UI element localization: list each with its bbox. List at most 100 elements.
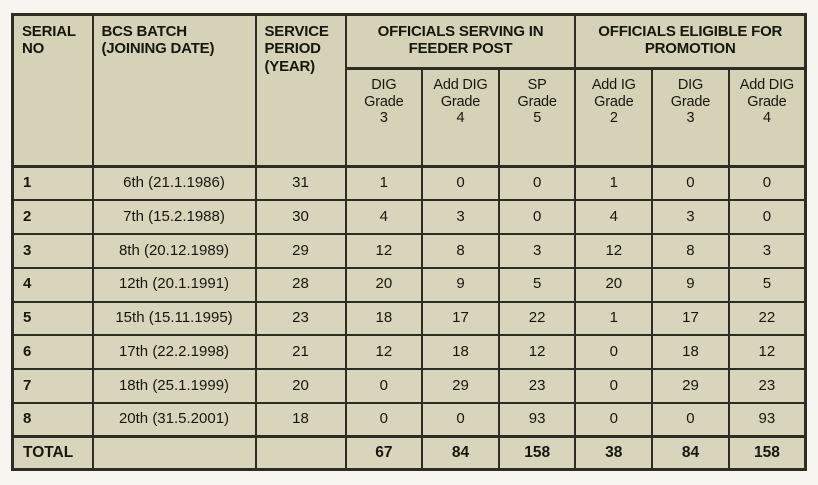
value-cell: 0: [344, 401, 424, 438]
serial-cell: 3: [11, 233, 94, 269]
header-group-promotion: OFFICIALS ELIGIBLE FOR PROMOTION: [574, 13, 807, 70]
value-cell: 23: [497, 368, 577, 404]
header-service-period: SERVICE PERIOD (YEAR): [254, 13, 347, 168]
value-cell: 5: [497, 266, 577, 303]
value-cell: 38: [574, 435, 654, 471]
value-cell: 3: [727, 233, 807, 269]
table-row: 1 6th (21.1.1986) 31 1 0 0 1 0 0: [11, 165, 807, 202]
batch-cell: 18th (25.1.1999): [91, 368, 257, 404]
header-row-groups: SERIAL NO BCS BATCH (JOINING DATE) SERVI…: [11, 13, 807, 168]
service-cell: 28: [254, 266, 347, 303]
value-cell: 0: [574, 334, 654, 370]
header-promotion-adddig-grade4: Add DIG Grade 4: [727, 67, 807, 168]
serial-cell: 6: [11, 334, 94, 370]
value-cell: 0: [574, 368, 654, 404]
value-cell: 29: [651, 368, 730, 404]
value-cell: 1: [344, 165, 424, 202]
promotion-table: SERIAL NO BCS BATCH (JOINING DATE) SERVI…: [11, 13, 807, 471]
value-cell: 12: [574, 233, 654, 269]
value-cell: 0: [344, 368, 424, 404]
value-cell: 12: [344, 334, 424, 370]
value-cell: 17: [421, 300, 500, 337]
serial-cell: 1: [11, 165, 94, 202]
value-cell: 84: [421, 435, 500, 471]
value-cell: 8: [651, 233, 730, 269]
value-cell: 93: [497, 401, 577, 438]
value-cell: 4: [574, 199, 654, 235]
header-feeder-adddig-grade4: Add DIG Grade 4: [421, 67, 500, 168]
table-row: 7 18th (25.1.1999) 20 0 29 23 0 29 23: [11, 368, 807, 404]
table-body: 1 6th (21.1.1986) 31 1 0 0 1 0 0 2 7th (15.2.1988)…: [11, 165, 807, 438]
value-cell: 4: [344, 199, 424, 235]
value-cell: 18: [344, 300, 424, 337]
value-cell: 67: [344, 435, 424, 471]
value-cell: 17: [651, 300, 730, 337]
value-cell: 22: [727, 300, 807, 337]
value-cell: 29: [421, 368, 500, 404]
header-promotion-addig-grade2: Add IG Grade 2: [574, 67, 654, 168]
header-feeder-sp-grade5: SP Grade 5: [497, 67, 577, 168]
serial-cell: TOTAL: [11, 435, 94, 471]
header-feeder-dig-grade3: DIG Grade 3: [344, 67, 424, 168]
value-cell: 3: [421, 199, 500, 235]
value-cell: 3: [651, 199, 730, 235]
service-cell: 18: [254, 401, 347, 438]
value-cell: 5: [727, 266, 807, 303]
value-cell: 0: [497, 199, 577, 235]
total-row: TOTAL 67 84 158 38 84 158: [11, 435, 807, 471]
header-group-feeder-post: OFFICIALS SERVING IN FEEDER POST: [344, 13, 577, 70]
value-cell: 0: [421, 401, 500, 438]
table-row: 6 17th (22.2.1998) 21 12 18 12 0 18 12: [11, 334, 807, 370]
serial-cell: 2: [11, 199, 94, 235]
batch-cell: [91, 435, 257, 471]
value-cell: 0: [421, 165, 500, 202]
value-cell: 0: [574, 401, 654, 438]
table-row: 3 8th (20.12.1989) 29 12 8 3 12 8 3: [11, 233, 807, 269]
value-cell: 9: [421, 266, 500, 303]
batch-cell: 17th (22.2.1998): [91, 334, 257, 370]
value-cell: 158: [497, 435, 577, 471]
serial-cell: 8: [11, 401, 94, 438]
service-cell: 30: [254, 199, 347, 235]
value-cell: 8: [421, 233, 500, 269]
table-row: 5 15th (15.11.1995) 23 18 17 22 1 17 22: [11, 300, 807, 337]
table-row: 2 7th (15.2.1988) 30 4 3 0 4 3 0: [11, 199, 807, 235]
value-cell: 0: [727, 199, 807, 235]
value-cell: 20: [344, 266, 424, 303]
value-cell: 18: [421, 334, 500, 370]
table-header: SERIAL NO BCS BATCH (JOINING DATE) SERVI…: [11, 13, 807, 168]
value-cell: 0: [651, 165, 730, 202]
value-cell: 1: [574, 165, 654, 202]
header-serial-no: SERIAL NO: [11, 13, 94, 168]
batch-cell: 6th (21.1.1986): [91, 165, 257, 202]
value-cell: 93: [727, 401, 807, 438]
value-cell: 3: [497, 233, 577, 269]
value-cell: 12: [344, 233, 424, 269]
batch-cell: 20th (31.5.2001): [91, 401, 257, 438]
value-cell: 18: [651, 334, 730, 370]
batch-cell: 8th (20.12.1989): [91, 233, 257, 269]
header-row-subcolumns: DIG Grade 3 Add DIG Grade 4 SP Grade 5 A…: [13, 67, 807, 168]
serial-cell: 4: [11, 266, 94, 303]
table-footer: TOTAL 67 84 158 38 84 158: [11, 435, 807, 471]
value-cell: 20: [574, 266, 654, 303]
serial-cell: 7: [11, 368, 94, 404]
value-cell: 84: [651, 435, 730, 471]
service-cell: 20: [254, 368, 347, 404]
value-cell: 158: [727, 435, 807, 471]
service-cell: 23: [254, 300, 347, 337]
table-row: 4 12th (20.1.1991) 28 20 9 5 20 9 5: [11, 266, 807, 303]
value-cell: 22: [497, 300, 577, 337]
header-bcs-batch: BCS BATCH (JOINING DATE): [91, 13, 257, 168]
value-cell: 12: [497, 334, 577, 370]
value-cell: 9: [651, 266, 730, 303]
value-cell: 0: [727, 165, 807, 202]
value-cell: 1: [574, 300, 654, 337]
table-row: 8 20th (31.5.2001) 18 0 0 93 0 0 93: [11, 401, 807, 438]
value-cell: 12: [727, 334, 807, 370]
header-promotion-dig-grade3: DIG Grade 3: [651, 67, 730, 168]
batch-cell: 7th (15.2.1988): [91, 199, 257, 235]
batch-cell: 15th (15.11.1995): [91, 300, 257, 337]
service-cell: 21: [254, 334, 347, 370]
